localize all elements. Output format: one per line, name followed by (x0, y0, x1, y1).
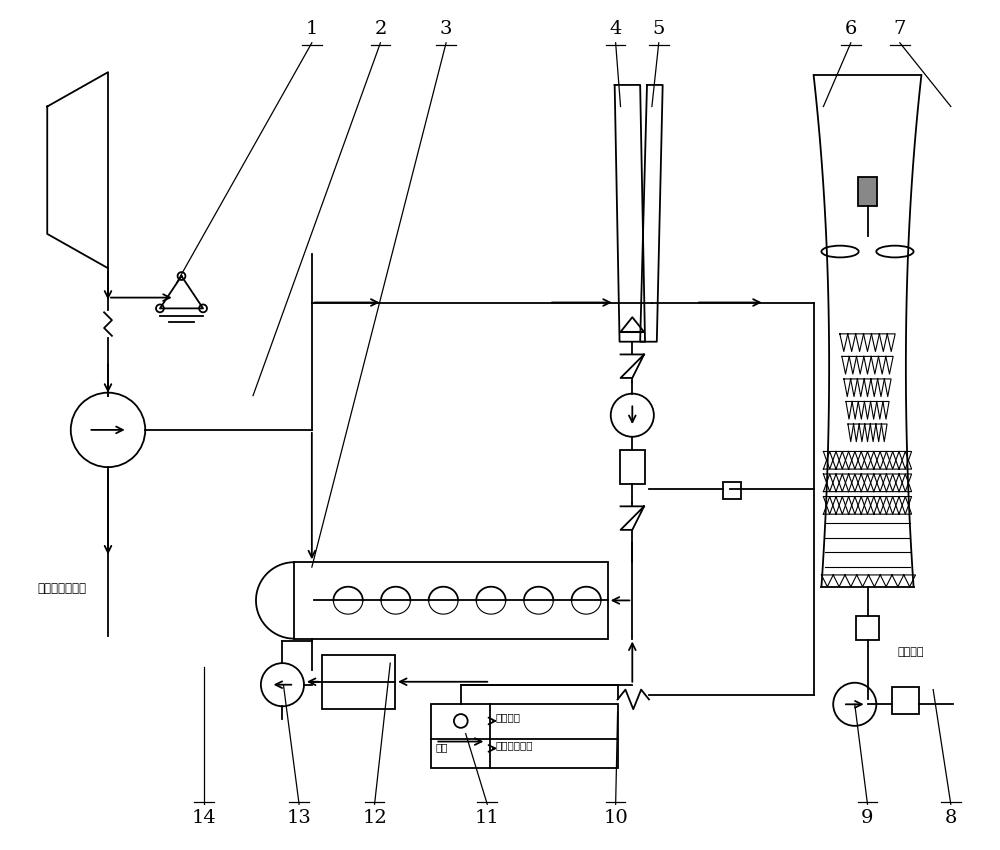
Text: 至静电除尘器: 至静电除尘器 (495, 740, 533, 751)
Bar (856, 616, 879, 639)
Text: 4: 4 (609, 20, 622, 38)
Text: 3: 3 (440, 20, 452, 38)
Bar (322, 655, 395, 709)
Bar (431, 705, 618, 768)
Bar (620, 450, 645, 484)
Text: 1: 1 (306, 20, 318, 38)
Text: 10: 10 (603, 809, 628, 827)
Text: 6: 6 (845, 20, 857, 38)
Text: 13: 13 (287, 809, 312, 827)
Text: 5: 5 (653, 20, 665, 38)
Text: 8: 8 (945, 809, 957, 827)
Bar (723, 482, 741, 500)
Bar (294, 562, 608, 638)
Text: 11: 11 (475, 809, 500, 827)
Text: 烟道: 烟道 (435, 742, 448, 752)
Text: 废水水水: 废水水水 (898, 648, 924, 657)
Text: 至凝结水泵入口: 至凝结水泵入口 (37, 581, 86, 595)
Text: 14: 14 (192, 809, 216, 827)
Text: 7: 7 (894, 20, 906, 38)
Text: 9: 9 (861, 809, 874, 827)
Text: 2: 2 (374, 20, 387, 38)
Bar (892, 687, 919, 714)
Text: 12: 12 (362, 809, 387, 827)
Bar (858, 177, 877, 207)
Text: 压缩空气: 压缩空气 (495, 712, 520, 722)
